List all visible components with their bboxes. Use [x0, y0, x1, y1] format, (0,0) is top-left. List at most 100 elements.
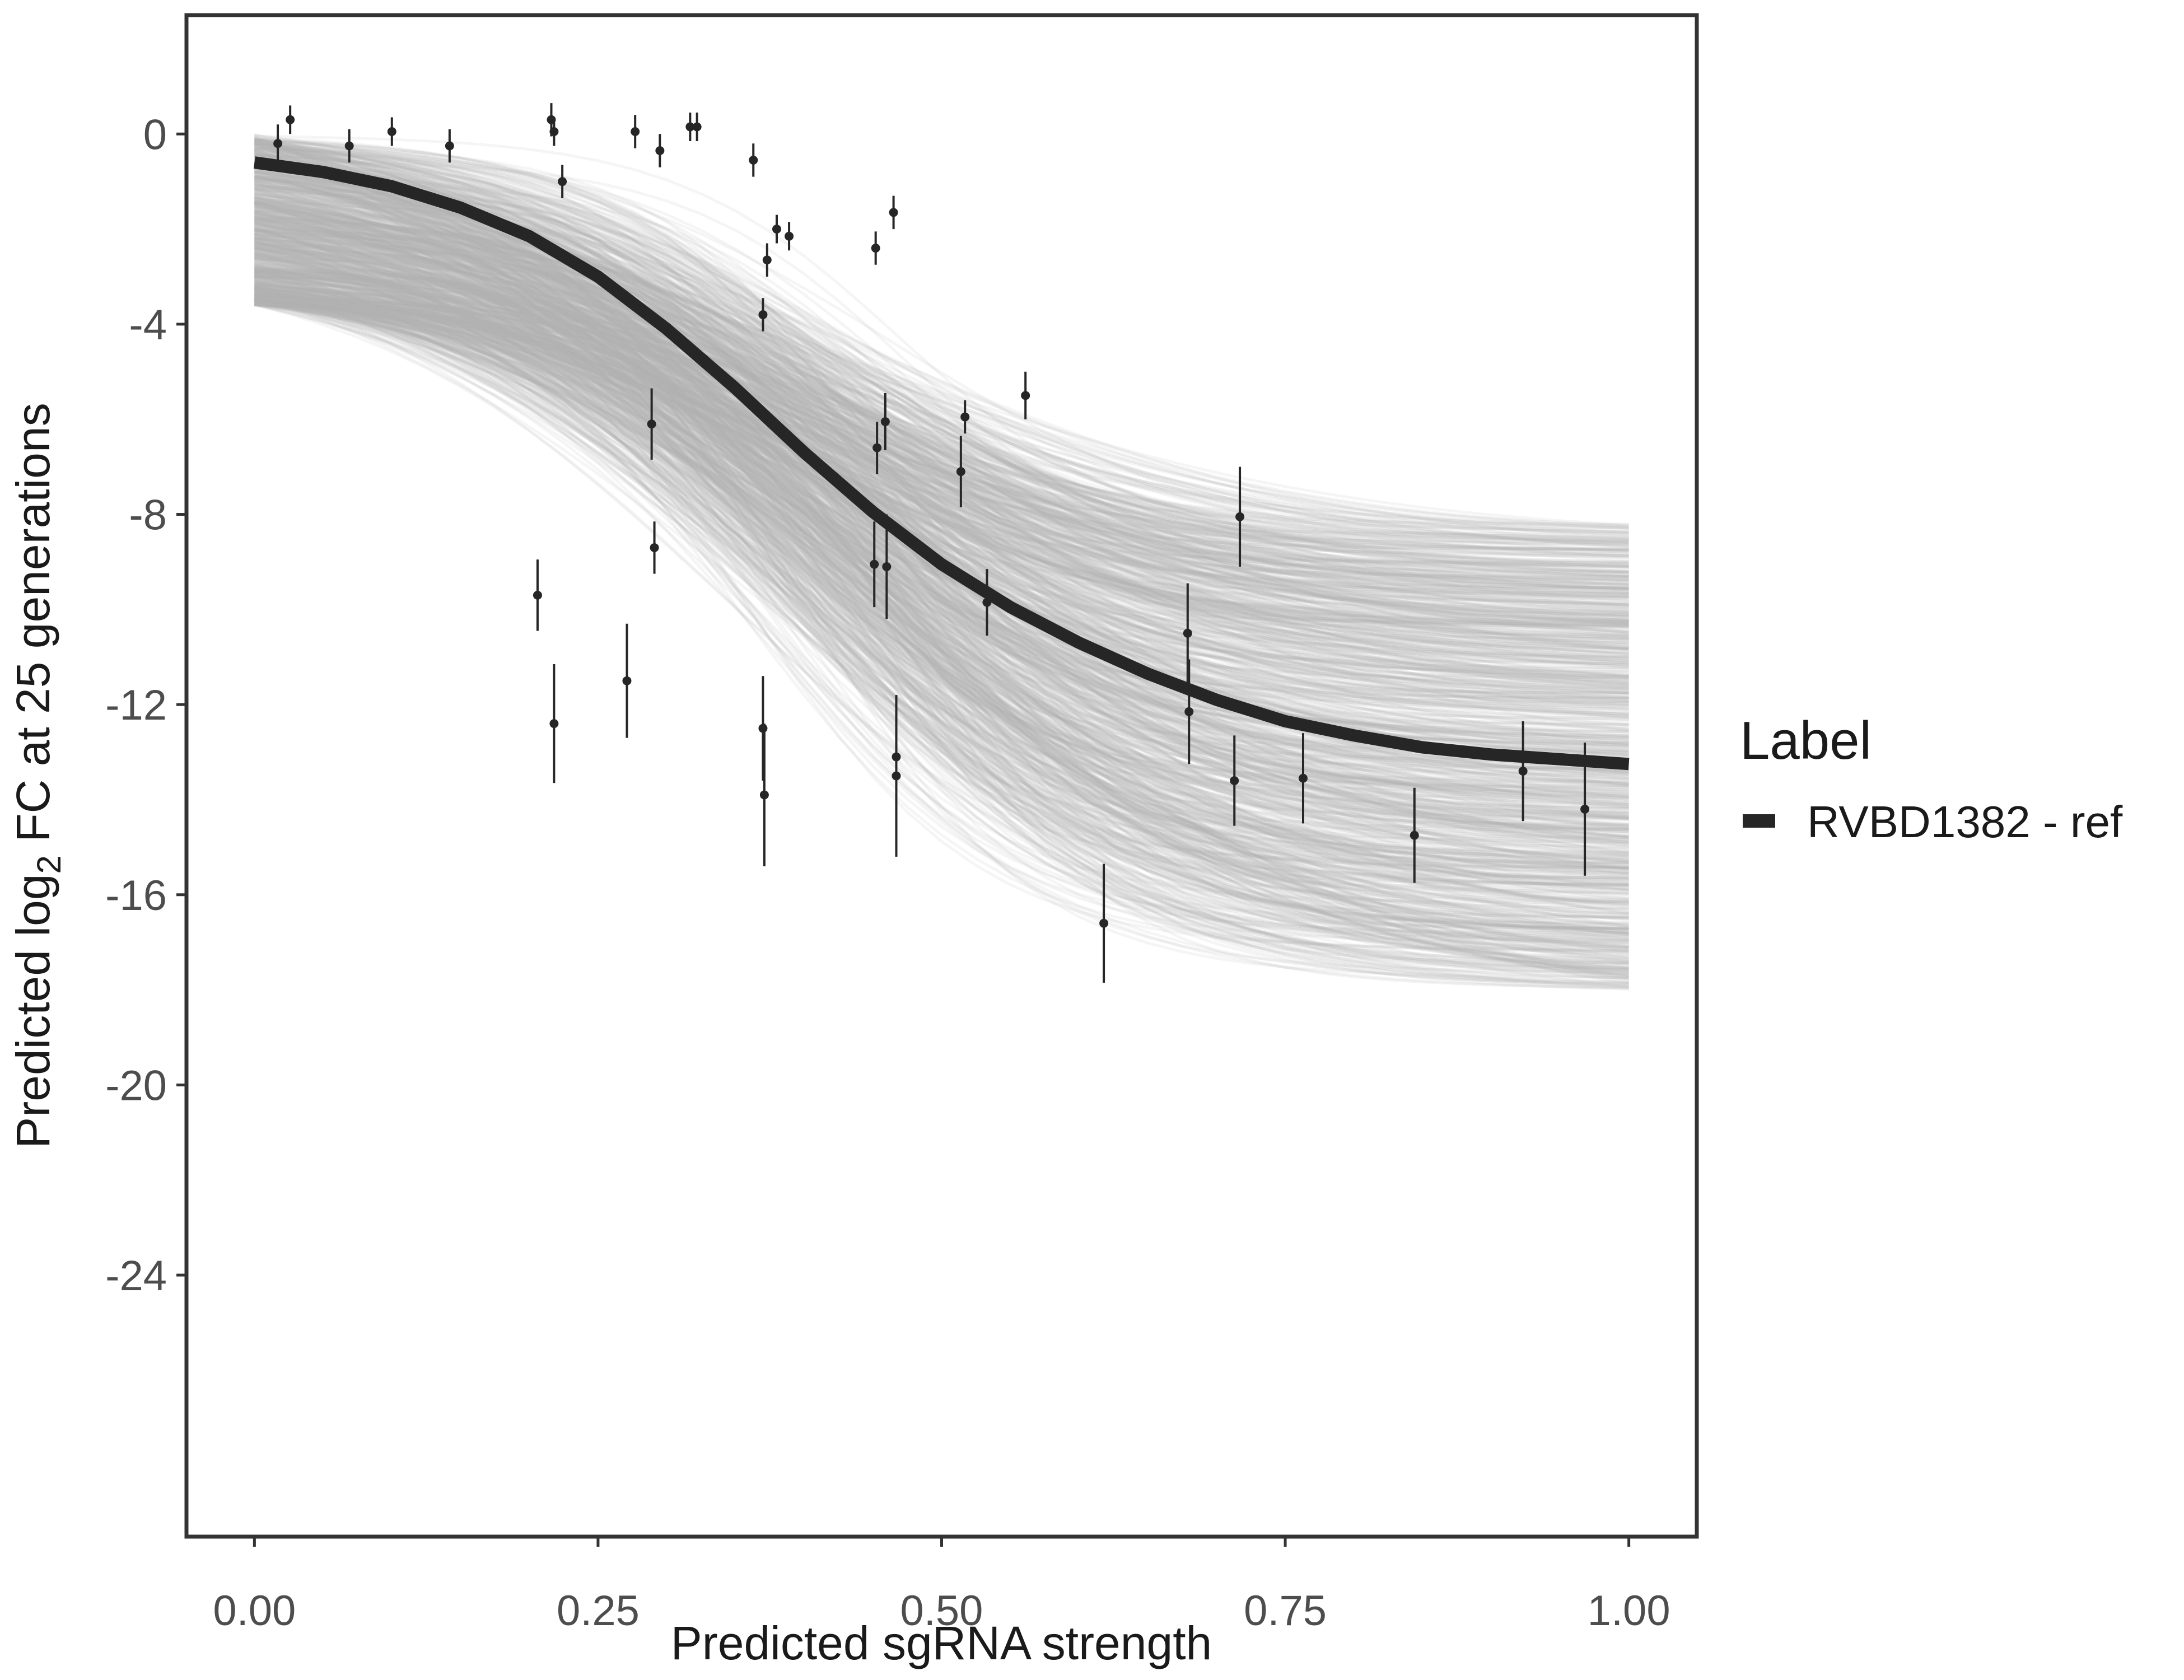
posterior-draw [254, 288, 1629, 646]
posterior-draw [254, 205, 1629, 907]
posterior-draw [254, 180, 1629, 904]
posterior-draw [254, 179, 1629, 846]
posterior-draw [254, 183, 1629, 934]
posterior-draw [254, 165, 1629, 694]
posterior-draw [254, 302, 1629, 864]
posterior-draw [254, 142, 1629, 699]
posterior-draw [254, 202, 1629, 953]
posterior-draw [254, 259, 1629, 562]
posterior-draw [254, 279, 1629, 951]
posterior-draw [254, 153, 1629, 622]
posterior-draw [254, 236, 1629, 880]
posterior-draw [254, 237, 1629, 614]
point-marker [344, 141, 354, 151]
posterior-draw [254, 254, 1629, 710]
posterior-draw [254, 196, 1629, 873]
posterior-draw [254, 246, 1629, 901]
posterior-draw [254, 298, 1629, 832]
point-marker [982, 598, 992, 607]
posterior-draw [254, 270, 1629, 861]
posterior-draw [254, 237, 1629, 799]
y-tick-label: -8 [129, 492, 167, 539]
posterior-draw [254, 177, 1629, 854]
posterior-draw [254, 175, 1629, 839]
posterior-draw [254, 251, 1629, 574]
posterior-draw [254, 152, 1629, 598]
posterior-draw [254, 298, 1629, 661]
data-point [692, 113, 702, 142]
data-point [387, 117, 396, 146]
posterior-draw [254, 194, 1629, 606]
posterior-draw [254, 273, 1629, 797]
posterior-draw [254, 270, 1629, 844]
posterior-draw [254, 143, 1629, 820]
data-point [785, 222, 794, 251]
posterior-draw [254, 240, 1629, 870]
posterior-draw [254, 232, 1629, 743]
data-point [286, 105, 295, 134]
posterior-draw [254, 259, 1629, 927]
posterior-draw [254, 270, 1629, 870]
point-marker [692, 122, 702, 132]
posterior-draw [254, 278, 1629, 641]
posterior-draw [254, 269, 1629, 930]
data-point [882, 514, 892, 619]
posterior-draw [254, 268, 1629, 866]
posterior-draw [254, 304, 1629, 816]
posterior-draw [254, 293, 1629, 589]
posterior-draw [254, 238, 1629, 827]
posterior-draw [254, 175, 1629, 844]
posterior-draw [254, 297, 1629, 928]
posterior-draw [254, 286, 1629, 972]
posterior-draw [254, 304, 1629, 864]
x-tick-label: 0.25 [557, 1587, 640, 1635]
posterior-draw [254, 182, 1629, 977]
posterior-draw [254, 188, 1629, 892]
posterior-draw [254, 250, 1629, 888]
posterior-draw [254, 293, 1629, 744]
posterior-draw [254, 232, 1629, 573]
posterior-draw [254, 135, 1629, 948]
posterior-draw [254, 250, 1629, 566]
posterior-draw [254, 244, 1629, 542]
posterior-draw [254, 149, 1629, 955]
posterior-draw [254, 164, 1629, 626]
posterior-draw [254, 209, 1629, 540]
posterior-draw [254, 292, 1629, 820]
posterior-draw [254, 282, 1629, 784]
posterior-draw [254, 254, 1629, 970]
posterior-draw [254, 223, 1629, 693]
posterior-draw [254, 263, 1629, 750]
posterior-draw [254, 289, 1629, 613]
posterior-draw [254, 212, 1629, 920]
posterior-draw [254, 299, 1629, 990]
posterior-draw [254, 176, 1629, 826]
posterior-draw [254, 225, 1629, 700]
posterior-draw [254, 181, 1629, 771]
y-tick-label: -12 [105, 682, 167, 729]
posterior-draw [254, 255, 1629, 587]
posterior-draw [254, 291, 1629, 677]
y-tick-label: -20 [105, 1062, 167, 1109]
posterior-draw [254, 282, 1629, 906]
posterior-draw [254, 232, 1629, 536]
posterior-draw [254, 274, 1629, 538]
posterior-draw [254, 273, 1629, 866]
point-marker [387, 127, 396, 137]
posterior-draw [254, 221, 1629, 802]
posterior-draw [254, 292, 1629, 552]
posterior-draw [254, 222, 1629, 655]
point-marker [1230, 776, 1239, 785]
posterior-draw [254, 252, 1629, 822]
posterior-draw [254, 213, 1629, 864]
posterior-draw [254, 297, 1629, 780]
data-point [749, 143, 758, 177]
posterior-draw [254, 153, 1629, 626]
posterior-draw [254, 226, 1629, 976]
posterior-draw [254, 283, 1629, 829]
posterior-draw [254, 212, 1629, 911]
posterior-draw [254, 178, 1629, 786]
posterior-draw [254, 293, 1629, 848]
posterior-draw [254, 187, 1629, 895]
posterior-draw [254, 157, 1629, 591]
